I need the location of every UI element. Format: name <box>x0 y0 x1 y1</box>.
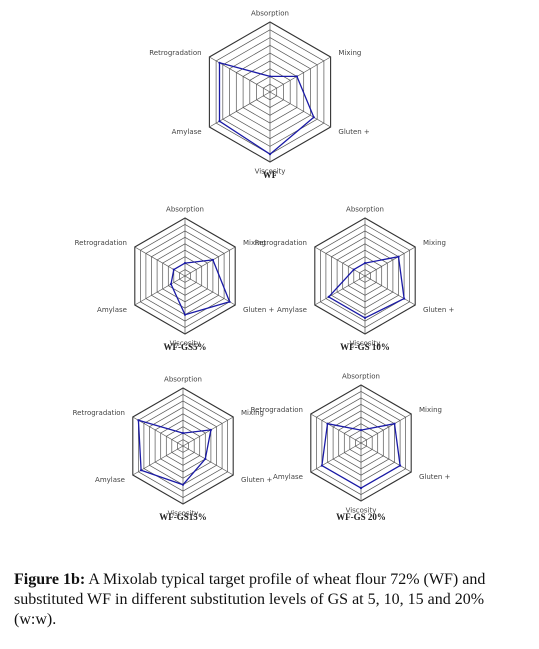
axis-label-viscosity: Viscosity <box>170 340 201 348</box>
radar-spoke-amylase <box>134 275 186 306</box>
chart-title-wf: WF <box>262 170 278 180</box>
axis-label-absorption: Absorption <box>251 10 289 18</box>
axis-label-amylase: Amylase <box>97 306 127 314</box>
radar-svg-wf: Absorption Mixing Gluten + Viscosity Amylase… <box>149 10 370 176</box>
radar-chart-wf-gs20: Absorption Mixing Gluten + Viscosity Amylase… <box>251 363 461 523</box>
radar-point-retrogradation <box>172 268 175 271</box>
axis-label-viscosity: Viscosity <box>350 340 381 348</box>
axis-label-amylase: Amylase <box>273 473 303 481</box>
radar-point-viscosity <box>268 153 272 156</box>
radar-chart-wf-gs15: Absorption Mixing Gluten + Viscosity Amylase… <box>73 366 283 523</box>
axis-label-mixing: Mixing <box>243 239 266 247</box>
radar-spoke-mixing <box>360 413 412 444</box>
axis-label-amylase: Amylase <box>95 476 125 484</box>
axis-label-amylase: Amylase <box>277 306 307 314</box>
radar-spoke-gluten <box>364 275 416 306</box>
chart-title-wf-gs10: WF-GS 10% <box>340 342 390 352</box>
axis-label-gluten: Gluten + <box>243 306 275 314</box>
radar-point-amylase <box>218 120 221 123</box>
radar-point-amylase <box>320 464 323 467</box>
radar-point-gluten <box>228 300 231 303</box>
radar-spoke-mixing <box>182 416 234 447</box>
radar-point-retrogradation <box>326 422 329 425</box>
radar-point-amylase <box>327 295 330 298</box>
radar-svg-wf-gs10: Absorption Mixing Gluten + Viscosity Amylase… <box>255 206 455 348</box>
caption-text: A Mixolab typical target profile of whea… <box>14 571 486 628</box>
radar-point-retrogradation <box>218 61 221 64</box>
axis-label-mixing: Mixing <box>338 49 361 57</box>
radar-svg-wf-gs20: Absorption Mixing Gluten + Viscosity Amylase… <box>251 373 451 515</box>
radar-spoke-amylase <box>310 442 362 473</box>
radar-point-retrogradation <box>352 268 355 271</box>
radar-point-gluten <box>204 457 207 460</box>
radar-point-absorption <box>268 75 272 78</box>
radar-chart-wf: Absorption Mixing Gluten + Viscosity Amylase… <box>149 0 370 181</box>
radar-spoke-gluten <box>182 445 234 476</box>
radar-point-amylase <box>140 469 143 472</box>
radar-point-viscosity <box>359 487 363 490</box>
axis-label-retrogradation: Retrogradation <box>75 239 127 247</box>
radar-point-absorption <box>181 432 185 435</box>
axis-label-absorption: Absorption <box>164 376 202 384</box>
radar-point-mixing <box>393 422 396 425</box>
radar-point-retrogradation <box>137 419 140 422</box>
axis-label-gluten: Gluten + <box>338 128 370 136</box>
chart-title-wf-gs15: WF-GS15% <box>159 512 207 522</box>
figure-caption: Figure 1b: A Mixolab typical target prof… <box>14 570 529 630</box>
radar-point-viscosity <box>363 316 367 319</box>
radar-point-mixing <box>295 75 298 78</box>
axis-label-amylase: Amylase <box>172 128 202 136</box>
radar-point-mixing <box>211 258 214 261</box>
radar-spoke-gluten <box>360 442 412 473</box>
axis-label-retrogradation: Retrogradation <box>255 239 307 247</box>
radar-svg-wf-gs5: Absorption Mixing Gluten + Viscosity Amylase… <box>75 206 275 348</box>
radar-point-viscosity <box>181 483 185 486</box>
axis-label-absorption: Absorption <box>166 206 204 214</box>
axis-label-gluten: Gluten + <box>241 476 273 484</box>
radar-spoke-amylase <box>209 91 271 128</box>
caption-label: Figure 1b: <box>14 571 86 588</box>
axis-label-absorption: Absorption <box>342 373 380 381</box>
axis-label-absorption: Absorption <box>346 206 384 214</box>
radar-spoke-retrogradation <box>314 246 366 277</box>
axis-label-viscosity: Viscosity <box>168 510 199 518</box>
radar-point-absorption <box>359 429 363 432</box>
radar-chart-wf-gs10: Absorption Mixing Gluten + Viscosity Amylase… <box>255 196 465 353</box>
axis-label-gluten: Gluten + <box>419 473 451 481</box>
axis-label-mixing: Mixing <box>423 239 446 247</box>
axis-label-retrogradation: Retrogradation <box>73 409 125 417</box>
radar-point-mixing <box>397 255 400 258</box>
radar-spoke-mixing <box>184 246 236 277</box>
radar-point-absorption <box>183 262 187 265</box>
radar-point-gluten <box>399 464 402 467</box>
radar-spoke-retrogradation <box>134 246 186 277</box>
radar-point-gluten <box>403 297 406 300</box>
radar-spoke-retrogradation <box>132 416 184 447</box>
radar-point-viscosity <box>183 313 187 316</box>
radar-point-mixing <box>209 428 212 431</box>
radar-point-absorption <box>363 262 367 265</box>
radar-point-gluten <box>312 116 315 119</box>
chart-title-wf-gs5: WF-GS5% <box>163 342 207 352</box>
radar-svg-wf-gs15: Absorption Mixing Gluten + Viscosity Amylase… <box>73 376 273 518</box>
axis-label-mixing: Mixing <box>419 406 442 414</box>
axis-label-mixing: Mixing <box>241 409 264 417</box>
axis-label-viscosity: Viscosity <box>346 507 377 515</box>
radar-spoke-gluten <box>184 275 236 306</box>
chart-title-wf-gs20: WF-GS 20% <box>336 512 386 522</box>
radar-spoke-gluten <box>269 91 331 128</box>
axis-label-viscosity: Viscosity <box>255 168 286 176</box>
radar-spoke-retrogradation <box>310 413 362 444</box>
radar-chart-wf-gs5: Absorption Mixing Gluten + Viscosity Amylase… <box>75 196 285 353</box>
radar-spoke-mixing <box>364 246 416 277</box>
radar-series-line <box>170 259 231 316</box>
axis-label-gluten: Gluten + <box>423 306 455 314</box>
axis-label-retrogradation: Retrogradation <box>149 49 201 57</box>
radar-point-amylase <box>169 283 173 286</box>
radar-spoke-amylase <box>314 275 366 306</box>
axis-label-retrogradation: Retrogradation <box>251 406 303 414</box>
radar-spoke-mixing <box>269 56 331 93</box>
